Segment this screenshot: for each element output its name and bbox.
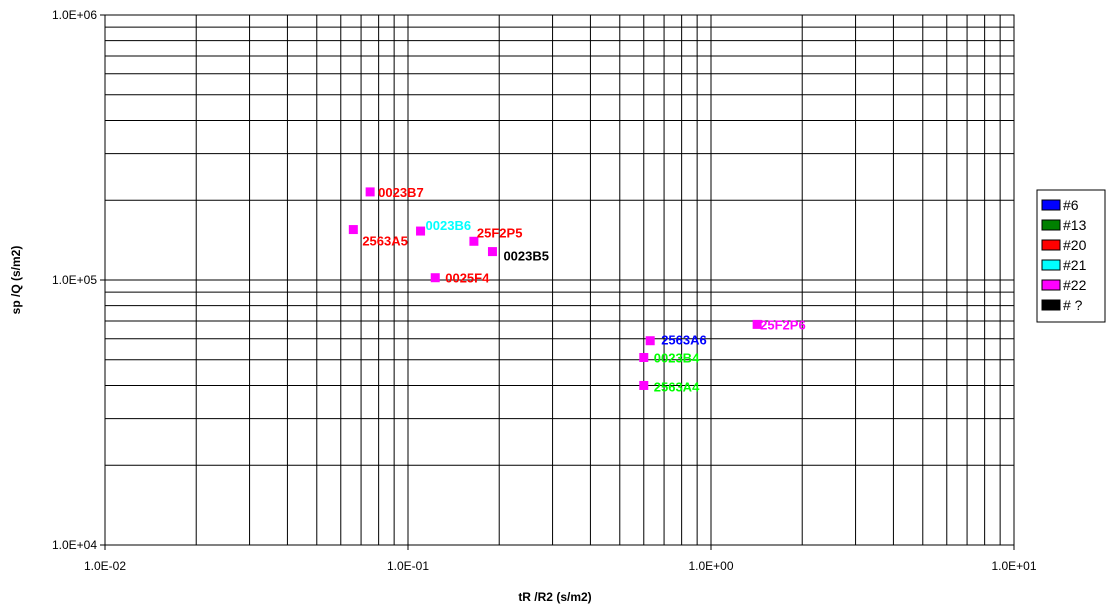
legend-swatch: [1041, 259, 1061, 271]
data-point-marker: [639, 380, 649, 390]
grid-lines: [105, 15, 1014, 545]
x-tick-label: 1.0E+01: [991, 559, 1036, 573]
x-tick-label: 1.0E+00: [688, 559, 733, 573]
legend-swatch: [1041, 219, 1061, 231]
legend-swatch: [1041, 239, 1061, 251]
data-point-label: 0025F4: [445, 271, 490, 286]
data-points: 0023B7 2563A5 0023B6 25F2P5 0023B5 0025F4 2563…: [348, 185, 806, 394]
data-point-marker: [752, 319, 762, 329]
legend-label: #13: [1063, 217, 1087, 233]
data-point-label: 0023B4: [654, 350, 700, 365]
data-point-marker: [416, 226, 426, 236]
legend-swatch: [1041, 299, 1061, 311]
legend-label: # ?: [1063, 297, 1083, 313]
data-point-label: 25F2P5: [477, 225, 523, 240]
data-point-marker: [348, 225, 358, 235]
data-point-label: 0023B7: [378, 185, 424, 200]
x-tick-label: 1.0E-01: [387, 559, 429, 573]
x-tick-label: 1.0E-02: [84, 559, 126, 573]
legend-label: #20: [1063, 237, 1087, 253]
data-point-marker: [645, 336, 655, 346]
data-point-marker: [430, 273, 440, 283]
y-tick-label: 1.0E+04: [52, 538, 97, 552]
legend-swatch: [1041, 199, 1061, 211]
legend: #6 #13 #20 #21 #22 # ?: [1036, 189, 1106, 323]
data-point-label: 25F2P6: [760, 317, 806, 332]
y-tick-label: 1.0E+05: [52, 273, 97, 287]
data-point-label: 0023B5: [503, 249, 549, 264]
data-point-label: 2563A4: [654, 379, 700, 394]
legend-swatch: [1041, 279, 1061, 291]
legend-label: #6: [1063, 197, 1079, 213]
x-axis-title: tR /R2 (s/m2): [518, 590, 591, 604]
legend-label: #21: [1063, 257, 1087, 273]
data-point-marker: [487, 247, 497, 257]
y-tick-label: 1.0E+06: [52, 8, 97, 22]
data-point-marker: [639, 352, 649, 362]
data-point-label: 0023B6: [426, 218, 472, 233]
data-point-label: 2563A6: [661, 333, 707, 348]
data-point-marker: [365, 187, 375, 197]
data-point-marker: [469, 236, 479, 246]
tick-labels: 1.0E-02 1.0E-01 1.0E+00 1.0E+01 1.0E+04 1.0E+…: [52, 8, 1037, 573]
data-point-label: 2563A5: [362, 234, 408, 249]
y-axis-title: sp /Q (s/m2): [9, 246, 23, 315]
legend-label: #22: [1063, 277, 1087, 293]
